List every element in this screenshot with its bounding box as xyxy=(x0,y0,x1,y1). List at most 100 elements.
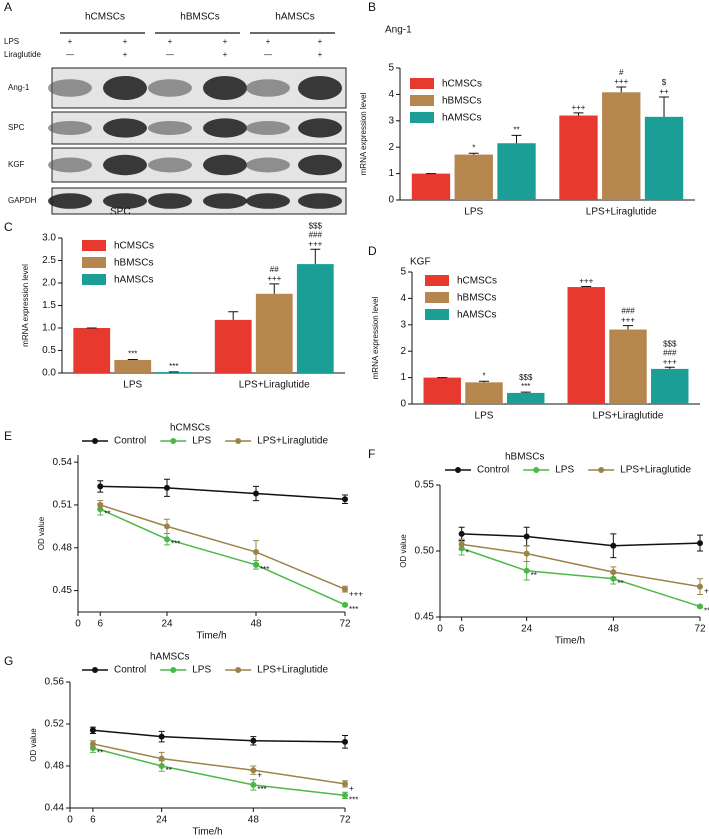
y-tick-label: 5 xyxy=(400,267,406,278)
point xyxy=(342,496,348,503)
significance-label: ** xyxy=(166,766,172,775)
significance-label: +++ xyxy=(267,274,281,283)
x-tick-label: 24 xyxy=(156,815,168,826)
legend-label: hBMSCs xyxy=(457,293,496,304)
x-tick-label: 72 xyxy=(339,815,351,826)
significance-label: + xyxy=(704,587,709,596)
y-tick-label: 1.5 xyxy=(42,300,56,311)
legend-label: hAMSCs xyxy=(457,310,496,321)
point xyxy=(158,755,165,762)
panel-letter: A xyxy=(4,0,12,14)
significance-label: ### xyxy=(663,348,677,357)
blot-band xyxy=(246,120,290,136)
legend-label: hBMSCs xyxy=(114,258,153,269)
point xyxy=(158,733,165,740)
significance-label: $$$ xyxy=(663,339,677,348)
point xyxy=(164,536,170,543)
point xyxy=(250,781,257,788)
y-tick-label: 0.44 xyxy=(45,803,65,814)
legend-marker xyxy=(92,667,98,673)
y-tick-label: 0.48 xyxy=(45,761,65,772)
y-tick-label: 2 xyxy=(400,346,406,357)
bar xyxy=(644,116,684,200)
blot-band xyxy=(203,154,247,176)
significance-label: +++ xyxy=(614,77,628,86)
legend-marker xyxy=(598,467,605,473)
series-line xyxy=(92,729,346,743)
legend-label: LPS xyxy=(192,665,211,676)
blot-box xyxy=(51,111,347,145)
legend-marker xyxy=(235,438,242,444)
x-tick-label: LPS xyxy=(475,411,494,422)
sign: — xyxy=(166,50,174,59)
blot-band xyxy=(48,120,92,136)
series-line xyxy=(461,533,701,547)
bar xyxy=(155,372,193,373)
legend-label: hBMSCs xyxy=(442,96,481,107)
series-line xyxy=(92,743,346,785)
point xyxy=(697,540,703,547)
y-tick-label: 0.50 xyxy=(415,546,435,557)
sign: + xyxy=(123,50,128,59)
error-bar xyxy=(623,325,633,330)
significance-label: * xyxy=(472,143,475,152)
point xyxy=(89,727,96,734)
bar xyxy=(651,368,689,404)
y-tick-label: 2 xyxy=(388,142,394,153)
point xyxy=(250,737,257,744)
sign: + xyxy=(318,37,323,46)
y-tick-label: 4 xyxy=(400,293,406,304)
x-axis-label: Time/h xyxy=(555,636,585,647)
y-tick-label: 0.48 xyxy=(53,542,73,553)
point xyxy=(610,569,617,576)
point xyxy=(97,501,104,508)
significance-label: # xyxy=(619,68,624,77)
blot-band xyxy=(103,118,147,138)
point xyxy=(610,542,617,549)
legend-label: hAMSCs xyxy=(114,275,153,286)
bar xyxy=(497,143,536,200)
blot-band xyxy=(148,120,192,136)
x-tick-label: 6 xyxy=(90,815,96,826)
blot-band xyxy=(298,118,342,138)
y-tick-label: 0.0 xyxy=(42,368,56,379)
blot-band xyxy=(298,193,342,209)
bar xyxy=(602,92,641,200)
significance-label: +++ xyxy=(663,357,677,366)
series-line xyxy=(461,547,701,608)
y-tick-label: 0.51 xyxy=(53,500,73,511)
significance-label: ** xyxy=(513,125,519,134)
legend-label: hAMSCs xyxy=(442,113,481,124)
band-label: Ang-1 xyxy=(8,83,30,92)
y-tick-label: 2.0 xyxy=(42,278,56,289)
sign: + xyxy=(223,50,228,59)
legend-swatch xyxy=(425,292,449,303)
x-tick-label: 0 xyxy=(437,624,443,635)
x-axis-label: Time/h xyxy=(196,631,226,642)
bar xyxy=(214,319,252,373)
x-tick-label: 48 xyxy=(250,619,262,630)
x-tick-label: 0 xyxy=(67,815,73,826)
bar xyxy=(465,382,503,404)
significance-label: + xyxy=(257,770,262,779)
bar xyxy=(255,293,293,373)
y-tick-label: 1 xyxy=(388,168,394,179)
error-bar xyxy=(479,380,489,383)
point xyxy=(697,603,703,610)
x-tick-label: 0 xyxy=(75,619,81,630)
blot-band xyxy=(298,76,342,100)
bar xyxy=(609,329,647,404)
chart-title: Ang-1 xyxy=(385,25,412,36)
point xyxy=(523,550,530,557)
significance-label: *** xyxy=(128,350,137,359)
sign: + xyxy=(318,50,323,59)
sign: — xyxy=(264,50,272,59)
series-line xyxy=(100,504,346,590)
sign: + xyxy=(223,37,228,46)
blot-band xyxy=(203,193,247,209)
legend-marker xyxy=(170,438,177,444)
series-line xyxy=(100,485,346,500)
y-tick-label: 4 xyxy=(388,89,394,100)
bar xyxy=(296,264,334,373)
bar xyxy=(507,392,545,404)
